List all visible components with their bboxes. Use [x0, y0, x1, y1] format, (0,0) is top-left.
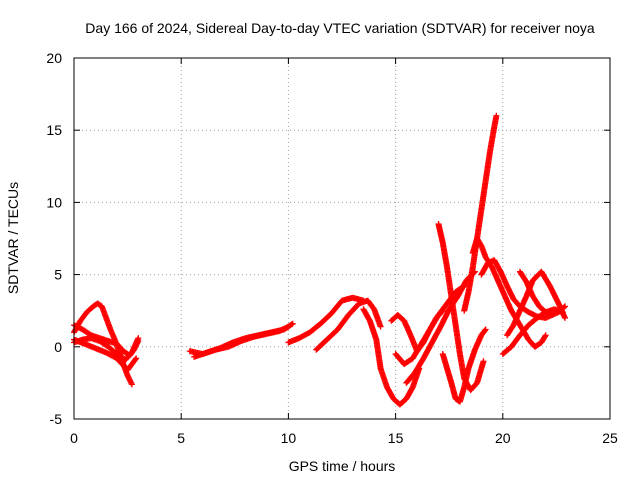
data-point	[377, 323, 384, 330]
y-tick-label: 20	[46, 50, 62, 66]
series-arc-12	[403, 268, 478, 386]
series-arc-13	[435, 221, 487, 394]
series-arc-7	[285, 294, 367, 346]
y-tick-labels: -5 0 5 10 15 20	[46, 50, 62, 427]
axis-ticks	[73, 57, 611, 420]
series-arc-4	[71, 336, 140, 373]
data-point	[128, 381, 135, 388]
x-tick-label: 0	[70, 430, 78, 446]
grid-lines	[74, 58, 610, 419]
data-point	[481, 327, 488, 334]
y-tick-label: 5	[54, 267, 62, 283]
y-tick-label: -5	[50, 411, 63, 427]
data-point	[132, 356, 139, 363]
data-point	[561, 303, 568, 310]
data-point	[482, 326, 489, 333]
x-tick-label: 10	[281, 430, 297, 446]
data-point	[133, 355, 140, 362]
data-point	[493, 112, 500, 119]
y-axis-label: SDTVAR / TECUs	[5, 182, 21, 294]
y-tick-label: 0	[54, 339, 62, 355]
x-tick-label: 25	[602, 430, 618, 446]
series-arc-20	[516, 268, 568, 319]
data-point	[289, 320, 296, 327]
series-arc-15	[461, 112, 500, 314]
chart-title: Day 166 of 2024, Sidereal Day-to-day VTE…	[85, 20, 595, 36]
data-point	[561, 304, 568, 311]
data-point	[541, 333, 548, 340]
data-points	[71, 112, 568, 408]
x-tick-labels: 0 5 10 15 20 25	[70, 430, 618, 446]
series-arc-6	[191, 320, 296, 360]
series-arc-11	[392, 283, 468, 368]
y-tick-label: 10	[46, 194, 62, 210]
data-point	[135, 335, 142, 342]
x-axis-label: GPS time / hours	[289, 458, 396, 474]
data-point	[542, 332, 549, 339]
series-arc-8	[313, 297, 384, 353]
x-tick-label: 15	[388, 430, 404, 446]
series-arc-14	[439, 326, 489, 405]
data-point	[288, 321, 295, 328]
plot-frame	[73, 57, 611, 420]
series-arc-16	[469, 235, 549, 350]
series-arc-17	[478, 257, 556, 321]
data-point	[480, 358, 487, 365]
data-point	[561, 314, 568, 321]
x-tick-label: 5	[177, 430, 185, 446]
x-tick-label: 20	[495, 430, 511, 446]
y-tick-label: 15	[46, 122, 62, 138]
